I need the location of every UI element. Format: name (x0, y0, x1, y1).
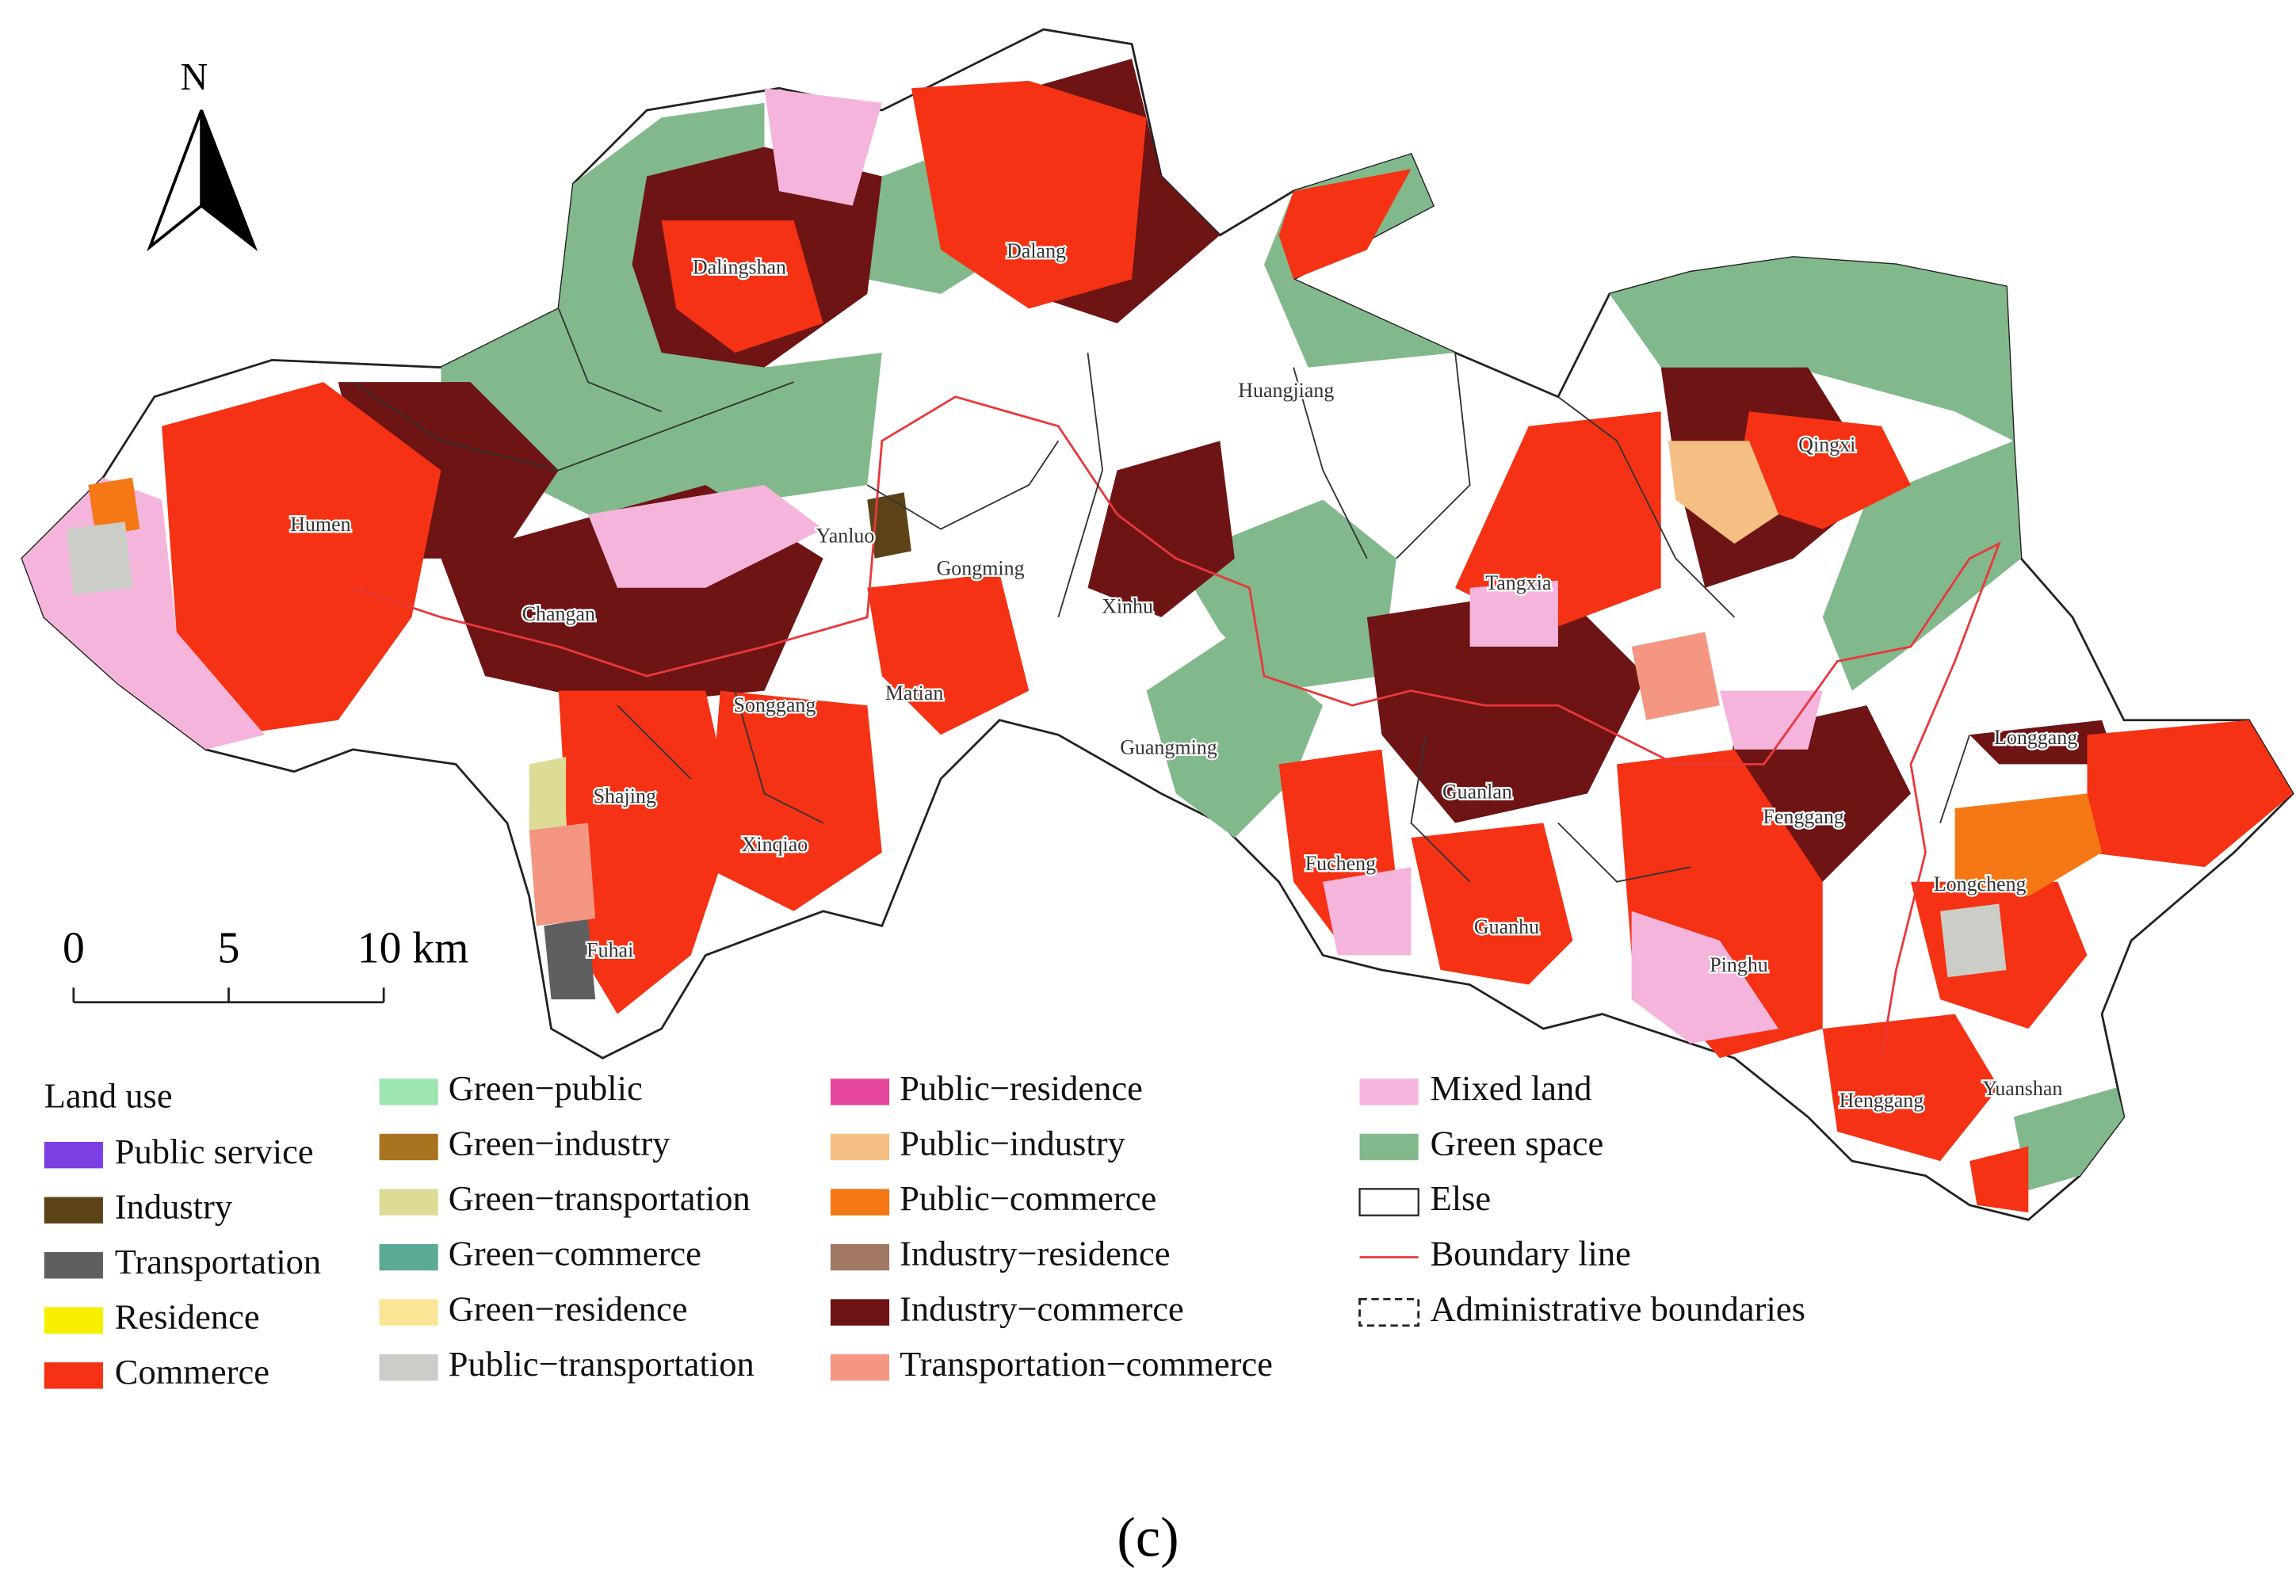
legend-label: Public service (115, 1132, 314, 1171)
legend-symbol (1358, 1188, 1419, 1216)
legend: Land use Public service Industry Transport… (44, 1068, 1805, 1392)
place-label: Fuhai (586, 939, 633, 962)
legend-symbol (44, 1197, 103, 1224)
commerce-areas (162, 80, 2294, 1212)
caption: (c) (1117, 1506, 1179, 1568)
legend-symbol (830, 1243, 890, 1271)
place-label: Yuanshan (1982, 1077, 2062, 1100)
legend-label: Transportation−commerce (900, 1344, 1273, 1384)
place-label: Matian (885, 682, 944, 704)
legend-symbol (830, 1079, 890, 1105)
place-label: Pinghu (1710, 953, 1768, 976)
legend-symbol (1358, 1297, 1420, 1327)
place-label: Dalingshan (693, 255, 786, 278)
legend-symbol (830, 1189, 890, 1216)
north-arrow-left (147, 109, 204, 252)
legend-title: Land use (44, 1075, 173, 1115)
place-label: Huangjiang (1238, 379, 1334, 402)
legend-symbol (379, 1189, 438, 1216)
place-label: Qingxi (1798, 433, 1855, 456)
place-label: Humen (290, 513, 350, 536)
place-label: Gongming (937, 557, 1025, 580)
legend-label: Boundary line (1431, 1234, 1631, 1273)
place-label: Henggang (1839, 1089, 1924, 1112)
legend-label: Public−industry (900, 1124, 1125, 1163)
legend-symbol (1359, 1133, 1419, 1161)
legend-label: Administrative boundaries (1431, 1289, 1805, 1328)
legend-label: Industry−commerce (900, 1289, 1184, 1328)
legend-symbol (44, 1307, 103, 1334)
legend-label: Transportation (115, 1242, 321, 1281)
legend-symbol (379, 1299, 438, 1326)
legend-symbol (379, 1133, 438, 1161)
legend-label: Else (1431, 1178, 1492, 1218)
legend-label: Industry (115, 1186, 233, 1226)
legend-label: Public−commerce (900, 1178, 1156, 1218)
north-arrow-right (200, 109, 258, 252)
place-label: Dalang (1007, 239, 1066, 262)
legend-symbol (379, 1354, 438, 1381)
place-label: Xinqiao (742, 833, 808, 856)
place-label: Fucheng (1305, 852, 1376, 875)
scale-label: 10 km (357, 923, 469, 972)
north-arrow: N (147, 56, 258, 252)
legend-label: Mixed land (1431, 1068, 1592, 1108)
place-label: Tangxia (1485, 571, 1552, 594)
other-land-areas (66, 441, 2103, 1000)
admin-boundaries (352, 308, 1971, 883)
map-body (21, 28, 2294, 1221)
legend-label: Green−industry (449, 1124, 670, 1163)
scale-bar: 0 5 10 km (63, 923, 469, 1004)
legend-label: Public−transportation (449, 1344, 755, 1384)
legend-label: Green space (1431, 1124, 1604, 1163)
place-labels: Dalingshan Dalang Huangjiang Qingxi Humen Yan… (288, 238, 2080, 1114)
place-label: Guangming (1120, 736, 1217, 759)
place-label: Xinhu (1102, 595, 1153, 618)
place-label: Longgang (1994, 726, 2077, 749)
legend-label: Public−residence (900, 1068, 1143, 1108)
legend-label: Green−commerce (449, 1234, 701, 1273)
place-label: Guanlan (1442, 780, 1512, 803)
legend-label: Industry−residence (900, 1234, 1170, 1273)
legend-label: Green−residence (449, 1289, 688, 1328)
legend-symbol (379, 1079, 438, 1105)
place-label: Yanluo (816, 525, 875, 548)
legend-symbol (1359, 1079, 1419, 1105)
legend-label: Commerce (115, 1352, 269, 1392)
place-label: Longcheng (1934, 872, 2027, 895)
legend-label: Green−transportation (449, 1178, 751, 1218)
legend-label: Green−public (449, 1068, 643, 1108)
scale-label: 5 (218, 923, 240, 972)
green-space-areas (441, 102, 2124, 1191)
legend-symbol (830, 1299, 890, 1326)
legend-symbol (830, 1354, 890, 1381)
legend-symbol (44, 1252, 103, 1279)
boundary-line (352, 395, 2001, 1059)
place-label: Shajing (594, 785, 656, 808)
legend-label: Residence (115, 1296, 260, 1336)
place-label: Guanhu (1474, 915, 1539, 938)
legend-symbol (379, 1243, 438, 1271)
legend-symbol (44, 1362, 103, 1389)
legend-symbol (44, 1141, 103, 1169)
place-label: Songgang (734, 693, 816, 716)
scale-label: 0 (63, 923, 85, 972)
north-label: N (181, 56, 208, 98)
place-label: Changan (522, 602, 595, 625)
place-label: Fenggang (1763, 805, 1843, 828)
legend-symbol (830, 1133, 890, 1161)
